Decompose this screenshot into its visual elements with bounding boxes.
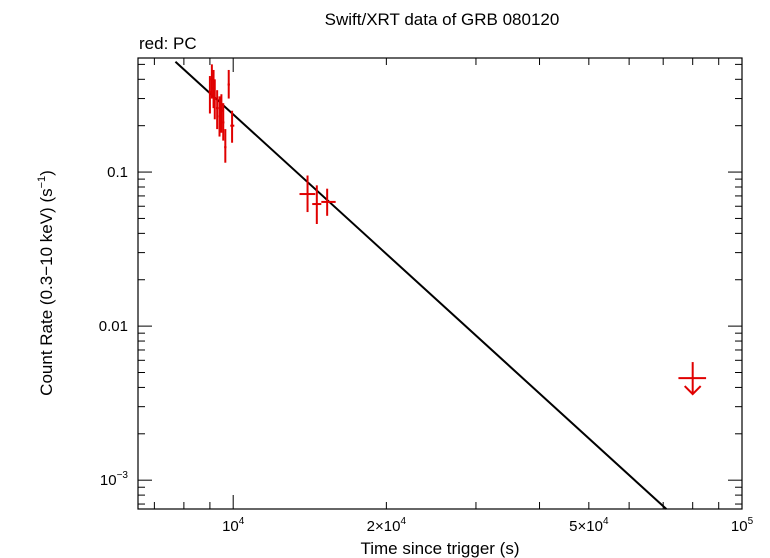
- fit-line: [174, 61, 667, 510]
- data-point: [321, 188, 336, 216]
- data-point: [299, 175, 316, 213]
- data-point: [208, 76, 212, 114]
- plot-frame: [137, 57, 743, 510]
- data-point: [230, 110, 235, 143]
- axis-tick-labels: 104 2×104 5×104 105 0.1 0.01 10−3: [99, 164, 754, 535]
- x-tick-label: 2×104: [367, 516, 407, 535]
- y-tick-label: 10−3: [100, 470, 129, 489]
- axis-ticks: [138, 58, 743, 509]
- x-tick-label: 5×104: [569, 516, 609, 535]
- y-axis-label: Count Rate (0.3−10 keV) (s−1): [36, 170, 56, 396]
- data-point: [222, 103, 225, 141]
- x-tick-label: 104: [222, 516, 245, 535]
- x-axis-label: Time since trigger (s): [360, 539, 519, 558]
- data-point: [213, 79, 216, 120]
- data-point: [218, 96, 221, 137]
- x-tick-label: 105: [731, 516, 754, 535]
- upper-limit-point: [678, 362, 707, 396]
- fit-layer: [174, 61, 667, 510]
- y-tick-label: 0.01: [99, 318, 128, 335]
- data-point: [224, 129, 227, 163]
- data-point: [227, 69, 230, 99]
- y-tick-label: 0.1: [107, 164, 128, 181]
- upper-limit-arrow: [683, 385, 702, 396]
- data-point: [215, 90, 219, 130]
- data-point: [312, 185, 322, 225]
- data-points-layer: [208, 64, 707, 396]
- chart-title: Swift/XRT data of GRB 080120: [325, 10, 560, 29]
- data-point: [220, 94, 223, 133]
- legend-note: red: PC: [139, 34, 197, 53]
